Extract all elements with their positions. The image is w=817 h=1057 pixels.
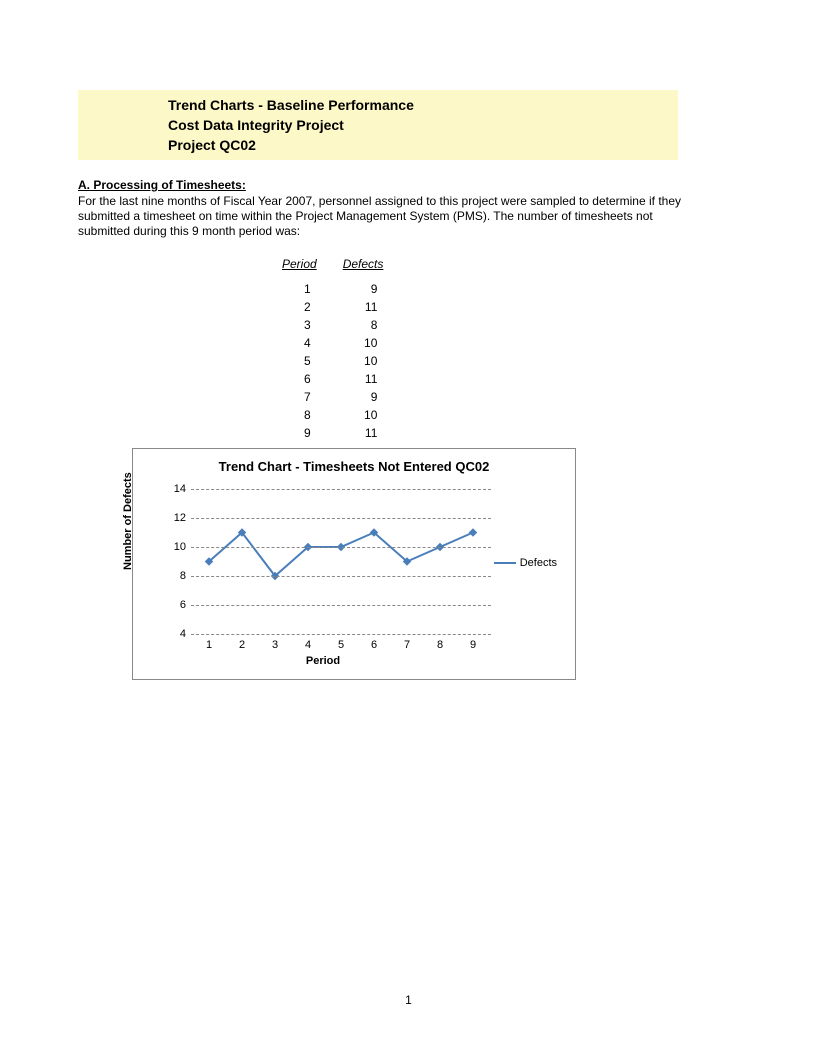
x-tick-label: 3 <box>272 639 278 651</box>
table-cell: 9 <box>331 281 396 297</box>
x-tick-label: 4 <box>305 639 311 651</box>
x-tick-label: 7 <box>404 639 410 651</box>
table-row: 38 <box>270 317 395 333</box>
x-axis-label: Period <box>133 655 513 667</box>
table-row: 611 <box>270 371 395 387</box>
x-tick-label: 9 <box>470 639 476 651</box>
grid-line <box>191 605 491 606</box>
y-tick-label: 10 <box>161 541 186 553</box>
y-tick-label: 14 <box>161 483 186 495</box>
table-cell: 11 <box>331 371 396 387</box>
y-axis-label: Number of Defects <box>122 472 134 570</box>
table-cell: 5 <box>270 353 329 369</box>
grid-line <box>191 518 491 519</box>
x-tick-label: 2 <box>239 639 245 651</box>
grid-line <box>191 489 491 490</box>
line-series <box>191 489 491 634</box>
table-header-row: Period Defects <box>270 257 395 279</box>
table-row: 810 <box>270 407 395 423</box>
table-row: 79 <box>270 389 395 405</box>
y-tick-label: 4 <box>161 628 186 640</box>
table-cell: 3 <box>270 317 329 333</box>
table-row: 911 <box>270 425 395 441</box>
table-cell: 7 <box>270 389 329 405</box>
banner-line-3: Project QC02 <box>168 135 678 155</box>
table-cell: 10 <box>331 335 396 351</box>
defects-table: Period Defects 192113841051061179810911 <box>268 255 397 443</box>
page-number: 1 <box>0 993 817 1007</box>
grid-line <box>191 576 491 577</box>
trend-chart: Trend Chart - Timesheets Not Entered QC0… <box>132 448 576 680</box>
table-cell: 8 <box>331 317 396 333</box>
table-cell: 11 <box>331 299 396 315</box>
title-banner: Trend Charts - Baseline Performance Cost… <box>78 90 678 160</box>
x-tick-label: 5 <box>338 639 344 651</box>
legend-swatch <box>494 562 516 564</box>
table-cell: 8 <box>270 407 329 423</box>
table-cell: 2 <box>270 299 329 315</box>
chart-title: Trend Chart - Timesheets Not Entered QC0… <box>133 459 575 474</box>
table-cell: 6 <box>270 371 329 387</box>
plot-area: 468101214123456789 <box>191 489 491 634</box>
y-tick-label: 12 <box>161 512 186 524</box>
table-cell: 11 <box>331 425 396 441</box>
table-row: 211 <box>270 299 395 315</box>
table-cell: 4 <box>270 335 329 351</box>
section-body: For the last nine months of Fiscal Year … <box>78 194 688 239</box>
table-cell: 10 <box>331 353 396 369</box>
grid-line <box>191 634 491 635</box>
table-cell: 1 <box>270 281 329 297</box>
y-tick-label: 6 <box>161 599 186 611</box>
table-row: 510 <box>270 353 395 369</box>
table-cell: 9 <box>270 425 329 441</box>
table-header-period: Period <box>270 257 329 279</box>
banner-line-2: Cost Data Integrity Project <box>168 115 678 135</box>
banner-line-1: Trend Charts - Baseline Performance <box>168 95 678 115</box>
x-tick-label: 6 <box>371 639 377 651</box>
chart-legend: Defects <box>494 557 557 569</box>
grid-line <box>191 547 491 548</box>
section-heading: A. Processing of Timesheets: <box>78 178 246 192</box>
x-tick-label: 8 <box>437 639 443 651</box>
table-cell: 9 <box>331 389 396 405</box>
table-header-defects: Defects <box>331 257 396 279</box>
table-row: 410 <box>270 335 395 351</box>
table-row: 19 <box>270 281 395 297</box>
x-tick-label: 1 <box>206 639 212 651</box>
table-cell: 10 <box>331 407 396 423</box>
y-tick-label: 8 <box>161 570 186 582</box>
legend-label: Defects <box>520 557 557 569</box>
